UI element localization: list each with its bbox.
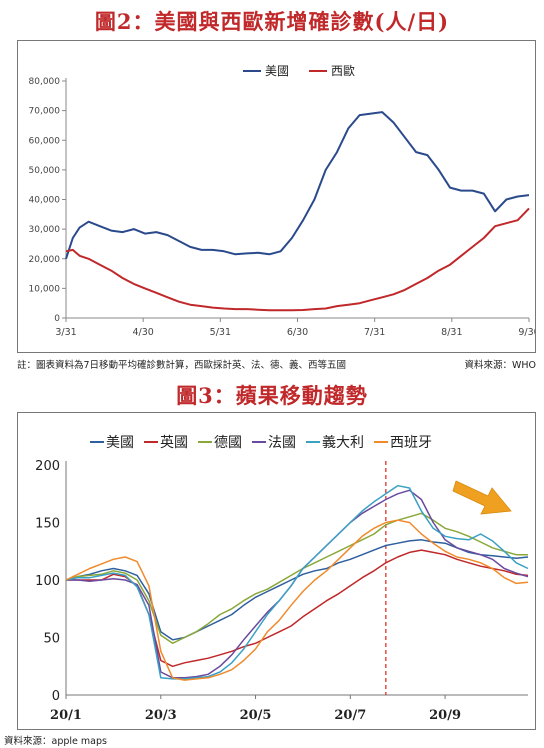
legend-label: 英國 xyxy=(160,434,188,451)
series-line-1 xyxy=(66,549,529,668)
series-line-3 xyxy=(66,489,529,679)
cases-line-chart: 0 10,000 20,000 30,000 40,000 50,000 60,000 70,… xyxy=(29,63,536,338)
figure-3-title: 圖3：蘋果移動趨勢 xyxy=(176,383,368,408)
x-tick-label: 20/9 xyxy=(429,708,461,723)
legend-label: 義大利 xyxy=(322,434,364,451)
x-tick-label: 20/3 xyxy=(145,708,177,723)
x-tick-label: 8/31 xyxy=(441,327,462,338)
legend-label: 美國 xyxy=(106,435,134,451)
legend-label: 西歐 xyxy=(331,63,355,78)
y-tick-label: 0 xyxy=(54,314,60,324)
legend-label: 德國 xyxy=(214,435,242,451)
x-tick-label: 20/7 xyxy=(334,708,366,723)
x-tick-label: 20/1 xyxy=(50,708,82,723)
figure-2-footnote: 註：圖表資料為7日移動平均確診數計算，西歐採計英、法、德、義、西等五國 xyxy=(17,360,347,371)
y-tick-label: 80,000 xyxy=(29,77,61,87)
series-line-5 xyxy=(65,519,529,681)
x-tick-label: 3/31 xyxy=(55,327,76,338)
y-tick-label: 150 xyxy=(35,517,60,532)
y-tick-label: 30,000 xyxy=(29,225,61,235)
mobility-line-chart: 0 50 100 150 200 20/1 20/3 20/5 20/7 20/9 美國 英國 德國 法國… xyxy=(35,434,529,723)
x-tick-label: 5/31 xyxy=(210,327,231,338)
legend-label: 法國 xyxy=(268,435,296,451)
legend-label: 美國 xyxy=(265,64,289,78)
y-tick-label: 60,000 xyxy=(29,136,61,146)
y-tick-label: 70,000 xyxy=(29,107,61,117)
y-tick-label: 50 xyxy=(43,632,60,647)
x-tick-label: 4/30 xyxy=(132,327,153,338)
series-line-western-europe xyxy=(65,207,530,312)
trend-arrow-icon xyxy=(452,480,512,515)
y-tick-label: 100 xyxy=(35,574,60,589)
chart-panel-cases: 0 10,000 20,000 30,000 40,000 50,000 60,000 70,… xyxy=(17,40,536,353)
chart-panel-mobility: 0 50 100 150 200 20/1 20/3 20/5 20/7 20/9 美國 英國 德國 法國… xyxy=(17,412,536,730)
x-tick-label: 20/5 xyxy=(240,708,272,723)
figure-3-source: 資料來源：apple maps xyxy=(4,736,107,747)
series-line-4 xyxy=(65,484,529,680)
y-tick-label: 10,000 xyxy=(29,284,61,294)
y-tick-label: 200 xyxy=(35,459,60,474)
series-line-2 xyxy=(65,512,528,645)
x-tick-label: 7/31 xyxy=(364,327,385,338)
y-tick-label: 40,000 xyxy=(29,196,61,206)
series-line-0 xyxy=(65,539,529,641)
figure-2-source: 資料來源：WHO xyxy=(464,360,536,371)
x-tick-label: 6/30 xyxy=(287,327,308,338)
figure-2-title: 圖2：美國與西歐新增確診數(人/日) xyxy=(94,9,450,34)
legend-label: 西班牙 xyxy=(390,435,432,451)
y-tick-label: 50,000 xyxy=(29,166,61,176)
x-tick-label: 9/30 xyxy=(518,327,535,338)
series-line-us xyxy=(65,111,530,260)
y-tick-label: 20,000 xyxy=(29,255,61,265)
y-tick-label: 0 xyxy=(52,689,60,704)
